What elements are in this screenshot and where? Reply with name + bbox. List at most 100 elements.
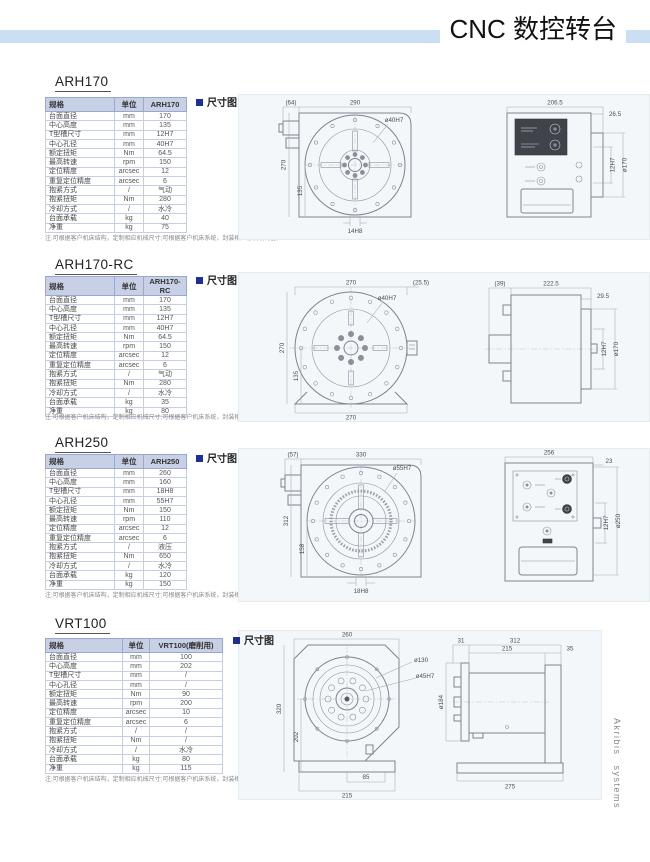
dim-text: 18H8 <box>354 588 369 595</box>
cell-label: 抱紧扭矩 <box>45 551 115 562</box>
cell-label: 净重 <box>45 579 115 590</box>
cell-unit: arcsec <box>114 523 144 535</box>
arh250-side-view-drawing: 256 23 12H7 ø250 <box>504 450 622 582</box>
cell-unit: rpm <box>114 341 144 352</box>
dim-text: 31 <box>458 638 465 645</box>
cell-value: 12 <box>143 166 187 178</box>
cell-value: 55H7 <box>143 495 187 507</box>
cell-unit: Nm <box>114 505 144 516</box>
table-row: 最高转速 rpm 150 <box>45 157 187 168</box>
cell-label: 重复定位精度 <box>45 717 123 728</box>
cell-value: 40 <box>143 213 187 224</box>
table-row: 重复定位精度 arcsec 6 <box>45 176 187 187</box>
table-note: 注:可根据客户机床结构，定制相应机械尺寸;可根据客户机床系统，封装相应协议编码器… <box>45 777 283 783</box>
cell-unit: Nm <box>122 735 150 746</box>
table-row: T型槽尺寸 mm 12H7 <box>45 313 187 324</box>
table-row: 额定扭矩 Nm 64.5 <box>45 148 187 159</box>
cell-unit: mm <box>114 294 144 306</box>
dim-text: ø45H7 <box>416 673 435 680</box>
cell-label: 重复定位精度 <box>45 533 115 544</box>
table-row: 额定扭矩 Nm 90 <box>45 689 223 700</box>
cell-value: 110 <box>143 514 187 525</box>
cell-label: 冷却方式 <box>45 387 115 399</box>
cell-label: 最高转速 <box>45 157 115 168</box>
cell-label: 冷却方式 <box>45 744 123 756</box>
cell-label: 台面直径 <box>45 110 115 122</box>
cell-value: 135 <box>143 120 187 131</box>
cell-label: 抱紧方式 <box>45 185 115 196</box>
cell-unit: kg <box>114 213 144 224</box>
cell-label: 定位精度 <box>45 523 115 535</box>
cell-unit: mm <box>122 661 150 672</box>
table-row: 台面承载 kg 80 <box>45 754 223 765</box>
dim-text: (57) <box>287 452 298 459</box>
dim-section-label: 尺寸图 <box>196 272 237 287</box>
cell-label: 净重 <box>45 763 123 774</box>
dim-text: ø130 <box>414 657 429 664</box>
cell-unit: mm <box>122 651 150 663</box>
cell-value: 280 <box>143 378 187 389</box>
drawing-panel-arh250: (57) 330 312 158 ø55H7 18H8 <box>238 448 650 602</box>
cell-label: 抱紧扭矩 <box>45 378 115 389</box>
cell-unit: arcsec <box>114 533 144 544</box>
cell-unit: mm <box>114 304 144 315</box>
spec-table-vrt100: 规格 单位 VRT100(磨削用) 台面直径 mm 100 中心高度 mm 202 T型槽尺… <box>45 638 223 774</box>
cell-label: 定位精度 <box>45 166 115 178</box>
cell-value: 10 <box>149 707 223 719</box>
cell-value: 150 <box>143 157 187 168</box>
cell-unit: kg <box>114 579 144 590</box>
cell-value: 液压 <box>143 542 187 553</box>
cell-label: 台面承载 <box>45 397 115 408</box>
cell-label: 抱紧扭矩 <box>45 194 115 205</box>
cell-value: 40H7 <box>143 138 187 150</box>
spec-table-arh250: 规格 单位 ARH250 台面直径 mm 260 中心高度 mm 160 T型槽尺寸 mm 18… <box>45 454 187 590</box>
cell-unit: / <box>114 542 144 553</box>
dim-text: ø55H7 <box>393 465 412 472</box>
table-note: 注:可根据客户机床结构，定制相应机械尺寸;可根据客户机床系统，封装相应协议编码器… <box>45 236 283 242</box>
col-header-model: ARH170 <box>143 97 187 112</box>
table-row: 中心孔径 mm 55H7 <box>45 495 187 507</box>
cell-label: 台面承载 <box>45 213 115 224</box>
arh170-side-view-drawing: 206.5 26.5 12H7 ø170 <box>506 100 629 218</box>
cell-value: 气动 <box>143 369 187 380</box>
cell-label: 台面承载 <box>45 570 115 581</box>
table-row: 抱紧方式 / / <box>45 726 223 737</box>
cell-label: 中心孔径 <box>45 138 115 150</box>
cell-unit: arcsec <box>122 707 150 719</box>
cell-unit: / <box>122 726 150 737</box>
dim-text: ø40H7 <box>378 295 397 302</box>
table-row: 抱紧方式 / 液压 <box>45 542 187 553</box>
table-header-row: 规格 单位 VRT100(磨削用) <box>45 638 223 653</box>
col-header-unit: 单位 <box>114 276 144 296</box>
col-header-spec: 规格 <box>45 97 115 112</box>
cell-value: 650 <box>143 551 187 562</box>
cell-value: 150 <box>143 505 187 516</box>
cell-label: 中心高度 <box>45 477 115 488</box>
cell-label: 台面直径 <box>45 651 123 663</box>
dim-text: 260 <box>342 632 353 639</box>
cell-unit: / <box>114 560 144 572</box>
dim-text: 12H7 <box>603 515 610 530</box>
dim-text: ø250 <box>615 513 622 528</box>
cell-unit: / <box>114 387 144 399</box>
drawing-panel-arh170-rc: 270 (25.5) ø40H7 270 135 270 (39) 222.5 <box>238 272 650 422</box>
arh170-rc-side-view-drawing: (39) 222.5 29.5 12H7 ø170 <box>485 281 620 404</box>
dim-text: 330 <box>356 452 367 459</box>
cell-unit: mm <box>114 467 144 479</box>
dim-text: 222.5 <box>543 281 559 288</box>
cell-label: 抱紧方式 <box>45 369 115 380</box>
cell-unit: Nm <box>114 148 144 159</box>
cell-value: / <box>149 679 223 691</box>
section-title-arh170: ARH170 <box>55 74 112 92</box>
cell-label: 台面直径 <box>45 467 115 479</box>
page-title: CNC 数控转台 <box>440 12 626 47</box>
table-row: 最高转速 rpm 110 <box>45 514 187 525</box>
cell-label: 额定扭矩 <box>45 505 115 516</box>
cell-unit: arcsec <box>114 350 144 362</box>
cell-value: 170 <box>143 294 187 306</box>
table-row: 台面直径 mm 170 <box>45 294 187 306</box>
dim-text: 206.5 <box>547 100 563 107</box>
table-note: 注:可根据客户机床结构，定制相应机械尺寸;可根据客户机床系统，封装相应协议编码器… <box>45 415 283 421</box>
cell-value: / <box>149 726 223 737</box>
